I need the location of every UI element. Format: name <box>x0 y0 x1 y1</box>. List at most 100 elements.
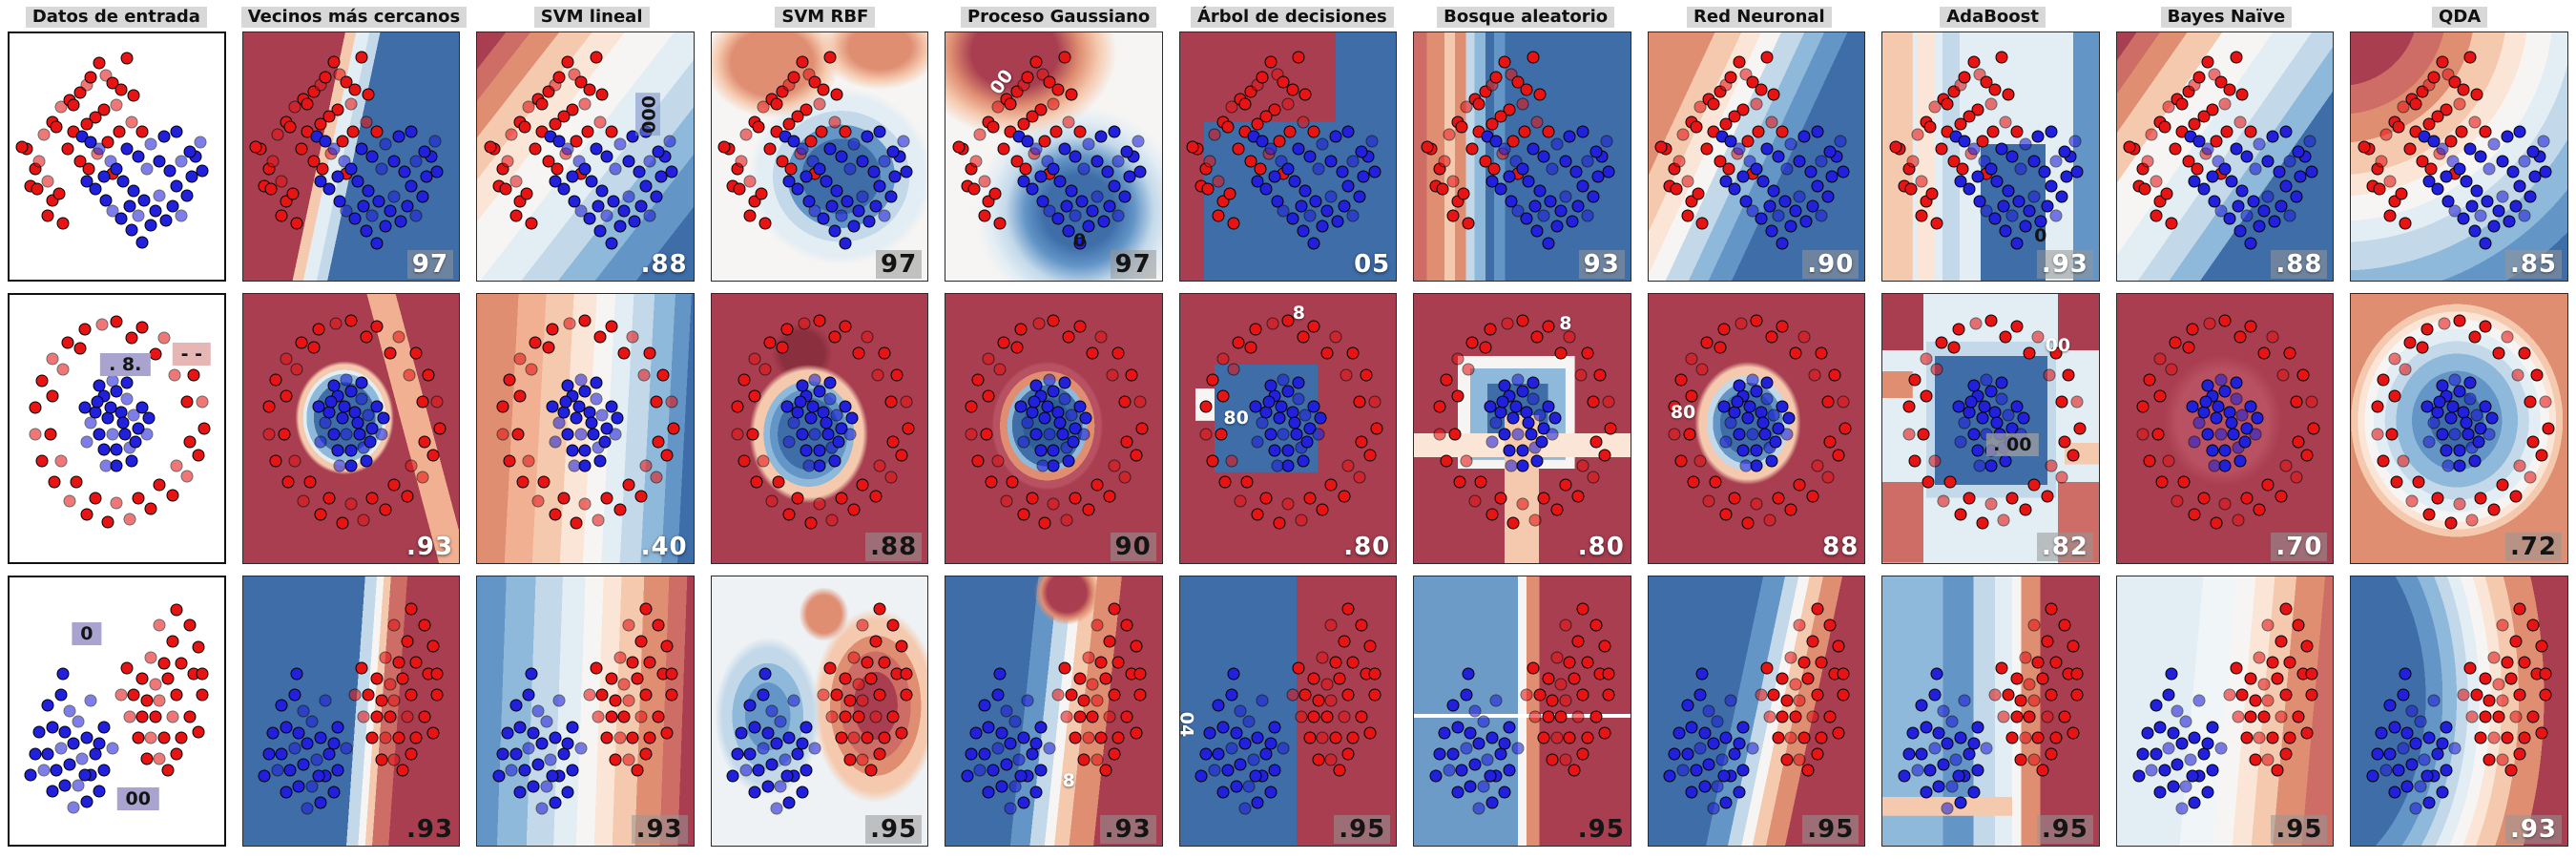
data-point <box>2266 130 2279 143</box>
data-point <box>1094 731 1108 744</box>
data-point <box>1763 513 1776 527</box>
data-point <box>144 651 157 664</box>
data-point <box>1559 190 1572 203</box>
data-point <box>1772 731 1785 744</box>
data-point <box>1801 764 1815 777</box>
data-point <box>1281 497 1295 511</box>
data-point <box>316 162 329 176</box>
data-point <box>127 688 140 702</box>
data-point <box>1503 721 1516 734</box>
data-point <box>418 710 431 723</box>
data-point <box>2397 688 2410 702</box>
data-point <box>2005 209 2019 222</box>
data-point <box>1363 639 1377 653</box>
data-point <box>370 125 384 138</box>
data-point <box>1017 731 1030 744</box>
data-point <box>322 747 336 761</box>
data-point <box>375 428 388 441</box>
data-point <box>379 731 392 744</box>
data-point <box>1930 363 1943 376</box>
data-point <box>2253 137 2266 151</box>
data-point <box>409 656 423 669</box>
data-point <box>1789 710 1802 723</box>
data-point <box>2027 694 2041 707</box>
data-point <box>652 145 665 158</box>
data-point <box>2005 150 2019 163</box>
data-point <box>969 726 983 740</box>
data-point <box>314 796 327 809</box>
data-point <box>1685 721 1698 734</box>
data-point <box>1793 190 1806 203</box>
data-point <box>1837 688 1850 702</box>
data-point <box>288 688 301 702</box>
panel-r1-svmlin: .88 000 <box>476 31 695 282</box>
data-point <box>864 764 878 777</box>
data-point <box>823 392 837 406</box>
data-point <box>1259 747 1273 761</box>
data-point <box>123 513 136 526</box>
data-point <box>1733 55 1746 69</box>
data-point <box>2043 368 2056 382</box>
data-point <box>387 694 401 707</box>
data-point <box>884 395 898 409</box>
data-point <box>370 320 384 333</box>
data-point <box>1303 731 1317 744</box>
data-point <box>120 661 134 675</box>
data-point <box>1568 672 1581 685</box>
data-point <box>1496 395 1509 409</box>
data-point <box>997 336 1010 349</box>
data-point <box>1091 190 1104 203</box>
data-point <box>804 135 818 148</box>
data-point <box>135 321 149 334</box>
data-point <box>1546 694 1559 707</box>
data-point <box>1984 459 1998 472</box>
data-point <box>396 764 409 777</box>
data-point <box>1719 731 1733 744</box>
data-point <box>1051 688 1065 702</box>
data-point <box>288 100 301 114</box>
data-point <box>2136 747 2150 761</box>
data-point <box>275 175 288 188</box>
data-point <box>1765 330 1778 344</box>
data-point <box>2010 672 2024 685</box>
data-point <box>1789 204 1802 218</box>
data-point <box>1324 155 1338 168</box>
data-point <box>830 88 843 101</box>
data-point <box>1212 747 1225 761</box>
data-point <box>116 175 130 188</box>
data-point <box>1230 780 1243 793</box>
data-point <box>1316 220 1329 233</box>
data-point <box>1498 142 1511 156</box>
data-point <box>2160 187 2173 200</box>
data-point <box>484 140 497 154</box>
data-point <box>1477 715 1490 728</box>
data-point <box>1421 140 1434 154</box>
title-cell: Proceso Gaussiano <box>950 5 1168 28</box>
data-point <box>613 651 627 664</box>
data-point <box>2279 747 2293 761</box>
data-point <box>531 494 544 508</box>
data-point <box>1353 471 1366 484</box>
data-point <box>1221 764 1235 777</box>
data-point <box>149 710 162 723</box>
data-point <box>522 454 535 468</box>
data-point <box>605 125 618 138</box>
title-cell: Vecinos más cercanos <box>240 5 467 28</box>
data-point <box>114 83 128 96</box>
data-point <box>1216 389 1230 403</box>
data-point <box>1368 688 1381 702</box>
data-point <box>1995 376 2008 389</box>
data-point <box>787 416 800 430</box>
data-point <box>301 97 314 111</box>
data-point <box>1930 667 1943 681</box>
data-point <box>1073 125 1087 138</box>
data-point <box>384 678 397 691</box>
data-point <box>1999 115 2012 129</box>
data-point <box>1232 142 1245 156</box>
data-point <box>1563 330 1576 344</box>
data-point <box>1225 742 1238 755</box>
data-point <box>1920 721 1933 734</box>
data-point <box>333 195 346 208</box>
data-point <box>271 128 284 141</box>
data-point <box>1010 341 1024 354</box>
